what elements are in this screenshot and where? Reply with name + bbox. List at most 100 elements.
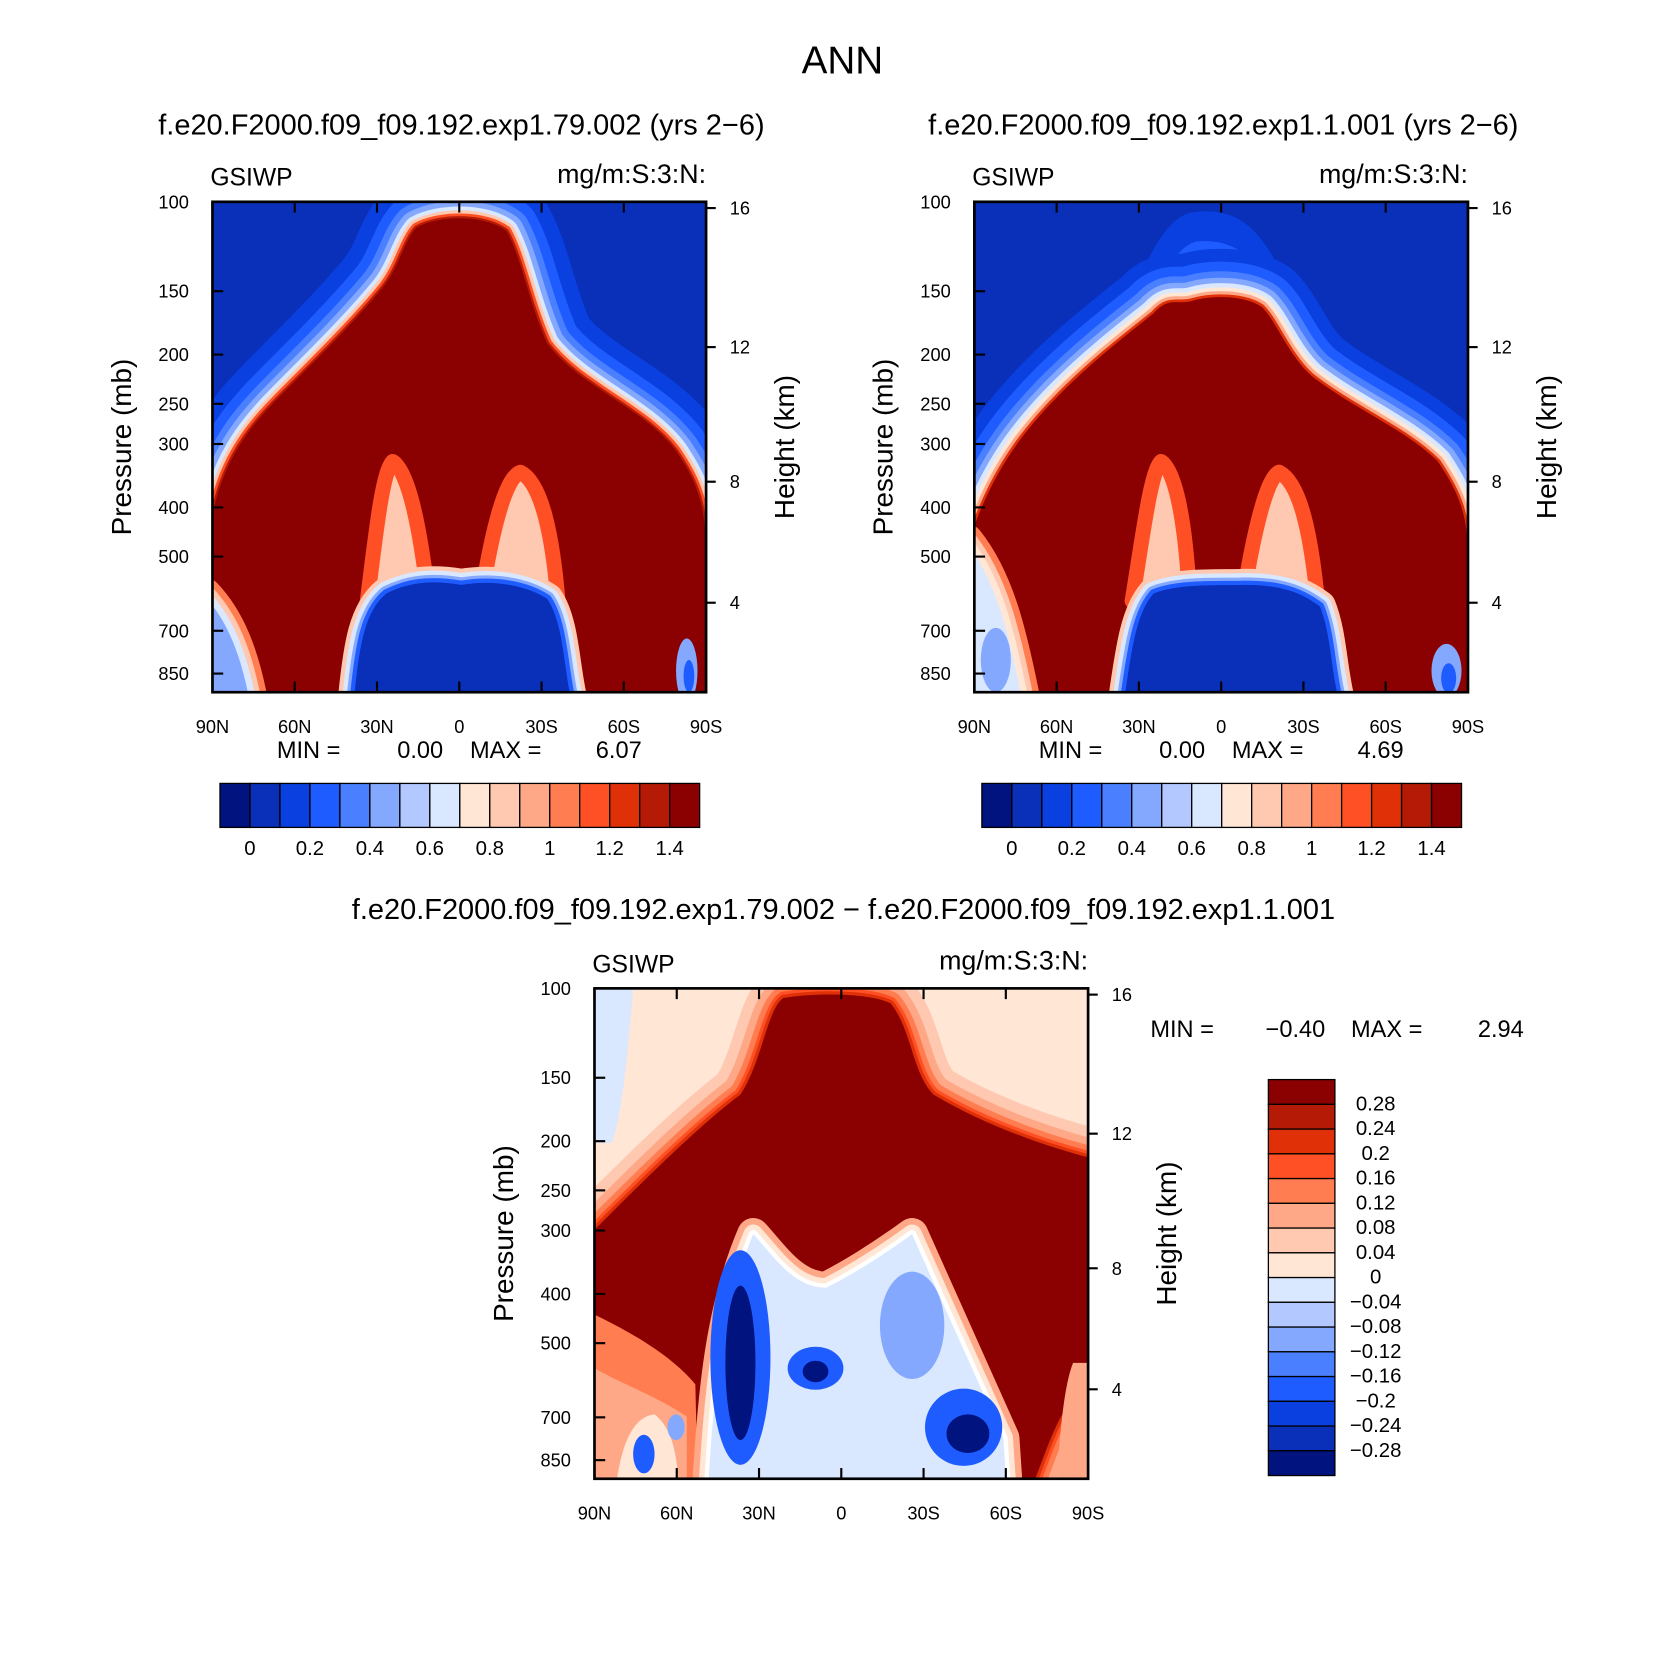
colorbar-label: 1.4 [1417,838,1445,860]
colorbar-box [1267,1425,1336,1452]
y-tick-label: 850 [158,663,188,684]
x-tick-label: 90N [196,716,229,737]
colorbar-label: 0.6 [416,838,444,860]
colorbar-label: −0.04 [1350,1291,1402,1313]
stat-name: MAX = [1351,1017,1422,1043]
stat-value: 6.07 [596,738,642,764]
y-tick-label: 250 [540,1180,570,1201]
right-label: mg/m:S:3:N: [557,159,706,189]
colorbar-label: 0.2 [1362,1143,1390,1165]
x-tick-label: 30S [1287,716,1319,737]
colorbar-box [1101,782,1133,829]
stat-name: MAX = [470,738,541,764]
x-tick-label: 0 [454,716,464,737]
x-tick-label: 30N [742,1503,775,1524]
colorbar-box [519,782,551,829]
y-tick-label: 700 [540,1407,570,1428]
colorbar-box [1400,782,1433,829]
colorbar-label: 0.4 [356,838,384,860]
colorbar-label: 0 [244,838,255,860]
colorbar-label: 0.8 [1238,838,1266,860]
y2-tick-label: 16 [1112,984,1132,1005]
x-tick-label: 30S [907,1503,939,1524]
y-axis-label: Pressure (mb) [106,359,137,536]
y-tick-label: 400 [158,497,188,518]
colorbar-label: −0.28 [1350,1440,1402,1462]
y2-tick-label: 8 [1492,471,1502,492]
panel-title: f.e20.F2000.f09_f09.192.exp1.79.002 (yrs… [158,110,764,142]
plot-frame [593,987,1090,1481]
colorbar-label: 0.24 [1356,1118,1396,1140]
y2-tick-label: 8 [730,471,740,492]
stat-name: MIN = [1150,1017,1214,1043]
left-label: GSIWP [592,951,674,978]
colorbar-label: −0.16 [1350,1366,1402,1388]
x-tick-label: 60S [608,716,640,737]
colorbar-box [1041,782,1073,829]
x-tick-label: 30N [360,716,393,737]
colorbar-box [609,782,641,829]
colorbar-box [1267,1103,1336,1130]
colorbar-box [1340,782,1373,829]
panel-1-field [212,202,706,693]
y-tick-label: 150 [920,281,950,302]
plot-frame [211,200,708,694]
y-tick-label: 400 [920,497,950,518]
panel-2-field [974,201,1468,693]
colorbar-box [639,782,671,829]
colorbar-label: 0.28 [1356,1093,1396,1115]
colorbar-box [459,782,491,829]
colorbar-label: 0.8 [476,838,504,860]
colorbar-box [1267,1301,1336,1328]
y2-tick-label: 16 [1492,198,1512,219]
panel-title: f.e20.F2000.f09_f09.192.exp1.1.001 (yrs … [928,110,1518,142]
colorbar-label: 0.2 [1058,838,1086,860]
y2-tick-label: 4 [1492,592,1502,613]
y2-axis-label: Height (km) [1151,1162,1182,1306]
y-tick-label: 700 [158,620,188,641]
x-tick-label: 60N [278,716,311,737]
colorbar-label: 0.04 [1356,1242,1396,1264]
colorbar-box [1267,1351,1336,1378]
plot-frame [973,200,1470,694]
colorbar-box [1267,1177,1336,1204]
y-tick-label: 200 [920,344,950,365]
x-tick-label: 60N [660,1503,693,1524]
y-tick-label: 300 [158,433,188,454]
y-tick-label: 850 [540,1450,570,1471]
colorbar-box [339,782,371,829]
y-tick-label: 100 [158,191,188,212]
colorbar-box [369,782,401,829]
y2-tick-label: 4 [1112,1379,1122,1400]
y-tick-label: 850 [920,663,950,684]
colorbar-box [981,782,1013,829]
colorbar-label: 1 [1306,838,1317,860]
right-label: mg/m:S:3:N: [939,945,1088,975]
colorbar-box [669,782,701,829]
colorbar-box [1267,1153,1336,1180]
stat-value: 0.00 [397,738,443,764]
colorbar-box [1071,782,1103,829]
colorbar-label: −0.08 [1350,1316,1402,1338]
colorbar-label: 0.2 [296,838,324,860]
colorbar-label: 1.4 [656,838,684,860]
colorbar-box [1267,1252,1336,1279]
colorbar-label: −0.2 [1356,1390,1396,1412]
y-tick-label: 150 [540,1067,570,1088]
y-tick-label: 500 [158,546,188,567]
y-tick-label: 500 [920,546,950,567]
stat-name: MAX = [1232,738,1303,764]
colorbar-label: 0.16 [1356,1168,1396,1190]
stat-name: MIN = [1039,738,1103,764]
colorbar-box [489,782,521,829]
colorbar-box [1221,782,1253,829]
y2-tick-label: 8 [1112,1258,1122,1279]
colorbar-box [1267,1202,1336,1229]
x-tick-label: 60S [990,1503,1022,1524]
y-tick-label: 400 [540,1283,570,1304]
colorbar-box [429,782,461,829]
y-tick-label: 150 [158,281,188,302]
y-tick-label: 200 [540,1131,570,1152]
y-tick-label: 100 [920,191,950,212]
y-tick-label: 700 [920,620,950,641]
